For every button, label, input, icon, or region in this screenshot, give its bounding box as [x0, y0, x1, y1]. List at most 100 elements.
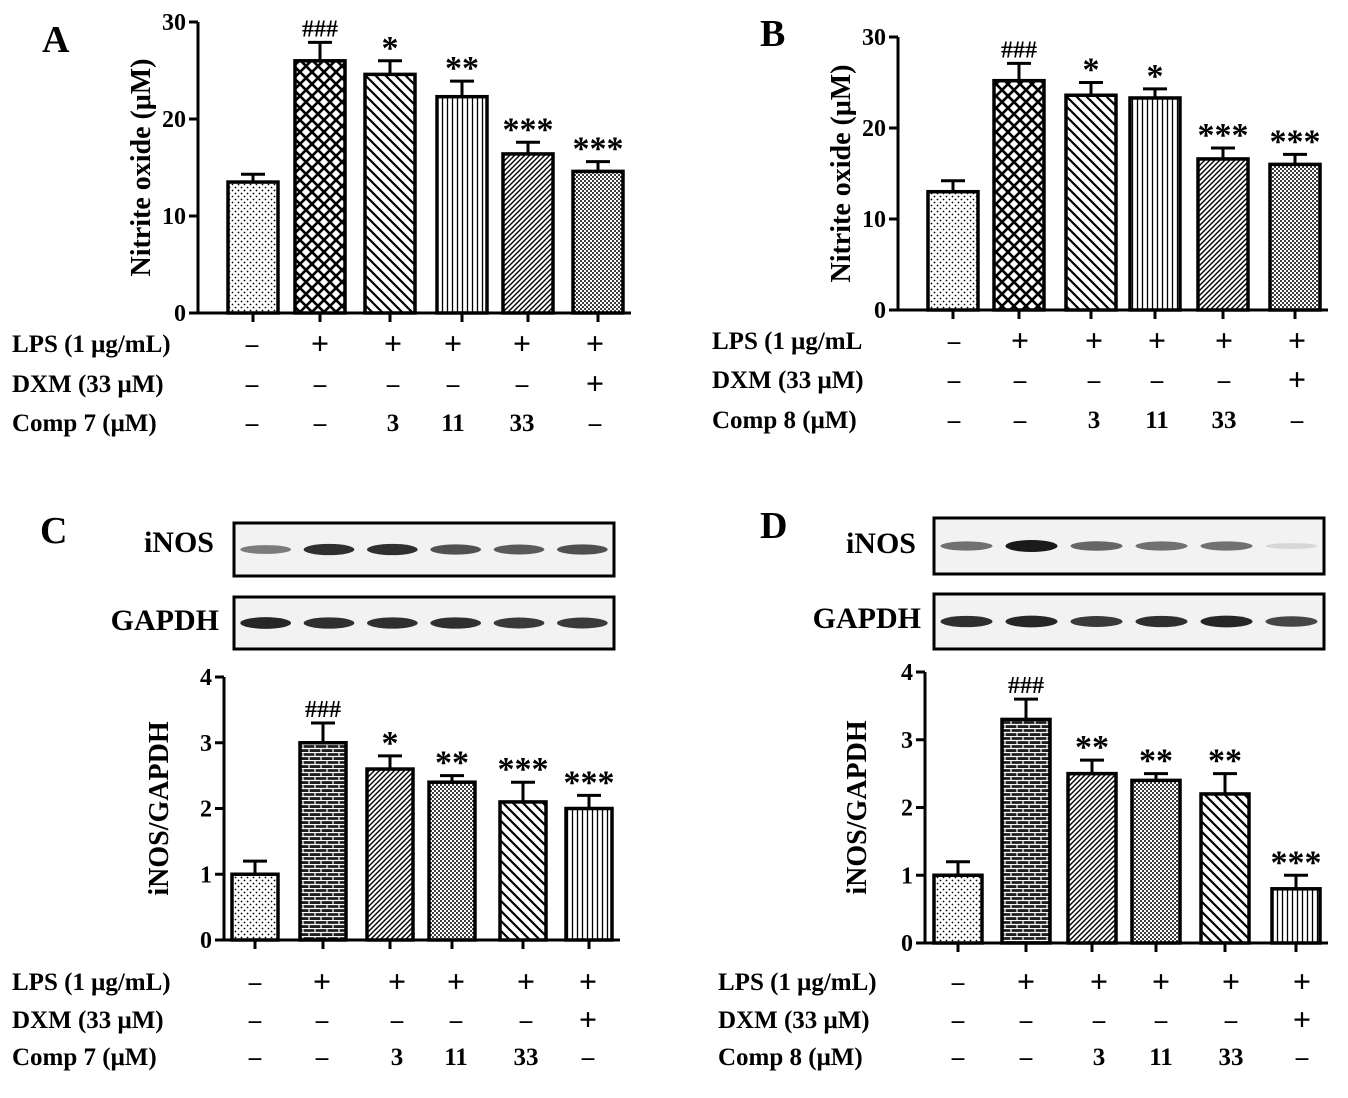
blot-label: GAPDH: [111, 604, 219, 637]
bar: [226, 180, 280, 315]
significance-mark: **: [435, 745, 469, 782]
condition-value: +: [586, 325, 604, 361]
bar: [1130, 778, 1182, 945]
condition-value: –: [1295, 1044, 1309, 1071]
significance-mark: **: [445, 50, 479, 87]
condition-label: DXM (33 μM): [12, 371, 164, 398]
blot-band: [940, 541, 993, 551]
condition-value: 33: [1212, 407, 1237, 434]
condition-value: –: [245, 410, 259, 437]
condition-value: –: [581, 1044, 595, 1071]
condition-value: –: [1150, 367, 1164, 394]
condition-label: LPS (1 μg/mL): [718, 969, 877, 996]
y-tick-label: 0: [174, 301, 186, 327]
condition-value: –: [1224, 1007, 1238, 1034]
condition-value: –: [951, 1007, 965, 1034]
blot-band: [1070, 616, 1123, 627]
condition-value: +: [586, 365, 604, 401]
significance-mark: *: [1147, 58, 1164, 95]
condition-value: –: [1019, 1007, 1033, 1034]
condition-value: +: [579, 963, 597, 999]
significance-mark: ***: [1270, 123, 1321, 160]
y-axis-label: iNOS/GAPDH: [842, 720, 873, 894]
y-axis-label: Nitrite oxide (μM): [126, 58, 157, 276]
bar: [230, 872, 280, 942]
panel-letter: A: [42, 19, 70, 61]
condition-value: +: [579, 1001, 597, 1037]
condition-value: 11: [441, 410, 465, 437]
y-tick-label: 3: [901, 728, 913, 754]
bar: [1066, 771, 1118, 945]
significance-mark: *: [382, 725, 399, 762]
condition-label: LPS (1 μg/mL: [712, 328, 862, 355]
y-tick-label: 4: [901, 660, 913, 686]
condition-value: 33: [514, 1044, 539, 1071]
significance-mark: ###: [302, 16, 338, 42]
significance-mark: ***: [564, 764, 615, 801]
y-tick-label: 2: [200, 797, 212, 823]
condition-value: +: [1090, 963, 1108, 999]
condition-value: 11: [1149, 1044, 1173, 1071]
blot-band: [493, 544, 545, 555]
condition-value: +: [1215, 322, 1233, 358]
bar: [298, 741, 348, 942]
bar: [564, 806, 614, 942]
condition-value: +: [384, 325, 402, 361]
y-tick-label: 10: [162, 204, 186, 230]
blot-band: [303, 617, 355, 629]
blot-label: iNOS: [144, 526, 214, 559]
blot-band: [1135, 615, 1188, 628]
bar: [363, 72, 417, 315]
significance-mark: ***: [1271, 844, 1322, 881]
condition-value: –: [951, 1044, 965, 1071]
significance-mark: *: [1083, 52, 1100, 89]
condition-value: +: [1148, 322, 1166, 358]
bar: [1000, 717, 1052, 945]
condition-value: –: [313, 371, 327, 398]
y-tick-label: 4: [200, 665, 212, 691]
condition-value: –: [1013, 407, 1027, 434]
blot-band: [1135, 541, 1188, 551]
condition-value: –: [386, 371, 400, 398]
y-axis-label: Nitrite oxide (μM): [826, 64, 857, 282]
blot-band: [1265, 616, 1318, 627]
condition-value: +: [447, 963, 465, 999]
condition-label: DXM (33 μM): [12, 1007, 164, 1034]
condition-value: –: [1013, 367, 1027, 394]
condition-value: –: [951, 969, 965, 996]
condition-value: –: [248, 1044, 262, 1071]
condition-label: DXM (33 μM): [712, 367, 864, 394]
condition-value: +: [1017, 963, 1035, 999]
condition-value: –: [515, 371, 529, 398]
condition-label: Comp 7 (μM): [12, 1044, 157, 1071]
condition-value: +: [1222, 963, 1240, 999]
condition-value: –: [1154, 1007, 1168, 1034]
blot-band: [1200, 615, 1253, 628]
y-tick-label: 10: [862, 207, 886, 233]
condition-value: –: [248, 969, 262, 996]
blot-label: GAPDH: [813, 602, 921, 635]
condition-value: +: [1288, 322, 1306, 358]
blot-band: [430, 617, 481, 629]
significance-mark: **: [1208, 743, 1242, 780]
bar: [1268, 162, 1322, 312]
condition-value: +: [313, 963, 331, 999]
blot-band: [430, 544, 481, 555]
bar: [1270, 887, 1322, 945]
condition-label: Comp 8 (μM): [712, 407, 857, 434]
condition-value: 11: [444, 1044, 468, 1071]
bar: [926, 189, 980, 312]
condition-value: –: [588, 410, 602, 437]
condition-value: –: [519, 1007, 533, 1034]
blot-band: [240, 617, 291, 629]
condition-value: –: [248, 1007, 262, 1034]
blot-frame: [232, 595, 616, 651]
y-tick-label: 20: [162, 107, 186, 133]
blot-band: [557, 617, 608, 629]
y-axis-label: iNOS/GAPDH: [144, 721, 175, 895]
condition-label: LPS (1 μg/mL): [12, 969, 171, 996]
significance-mark: **: [1139, 743, 1173, 780]
condition-value: 3: [1093, 1044, 1106, 1071]
